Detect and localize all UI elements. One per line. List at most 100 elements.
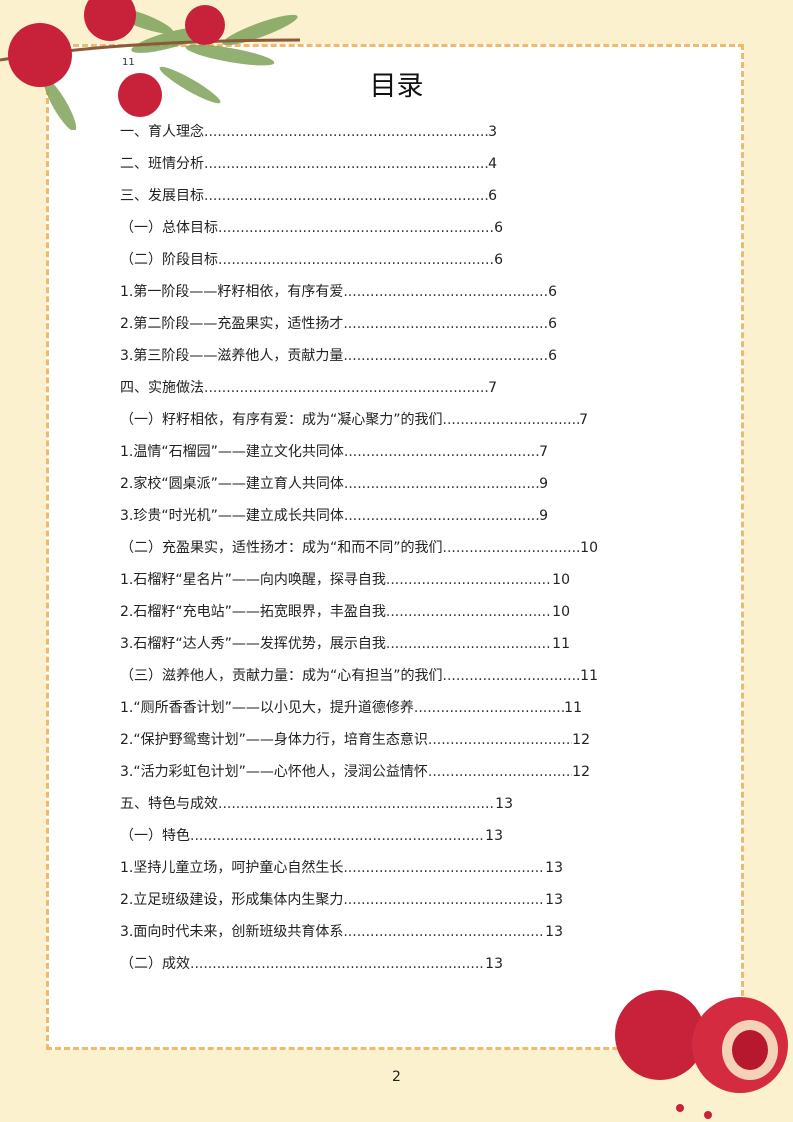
toc-entry-label: 1.石榴籽“星名片”——向内唤醒，探寻自我 xyxy=(120,572,386,588)
dot-leader: ........................................… xyxy=(343,476,539,492)
toc-entry-page: 13 xyxy=(495,796,513,812)
dot-leader: ........................................… xyxy=(204,380,488,396)
toc-entry[interactable]: 二、班情分析..................................… xyxy=(120,153,497,173)
dot-leader: ........................................… xyxy=(343,508,539,524)
toc-entry-label: 1.温情“石榴园”——建立文化共同体 xyxy=(120,444,344,460)
dot-leader: ........................................… xyxy=(385,636,552,652)
toc-entry[interactable]: （一）特色...................................… xyxy=(120,825,503,845)
toc-entry[interactable]: （二）阶段目标.................................… xyxy=(120,249,503,269)
toc-entry-page: 13 xyxy=(485,828,503,844)
toc-entry[interactable]: 四、实施做法..................................… xyxy=(120,377,497,397)
toc-entry[interactable]: 2.“保护野鸳鸯计划”——身体力行，培育生态意识................… xyxy=(120,729,590,749)
toc-entry[interactable]: 3.“活力彩虹包计划”——心怀他人，浸润公益情怀................… xyxy=(120,761,590,781)
dot-leader: ........................................… xyxy=(385,604,552,620)
corner-number: 11 xyxy=(122,57,135,68)
page-title: 目录 xyxy=(369,71,424,102)
toc-entry-page: 6 xyxy=(548,316,557,332)
dot-leader: ........................................… xyxy=(190,828,485,844)
toc-entry-label: 一、育人理念 xyxy=(120,124,204,140)
toc-entry[interactable]: （二）成效...................................… xyxy=(120,953,503,973)
toc-entry[interactable]: 1.第一阶段——籽籽相依，有序有爱.......................… xyxy=(120,281,557,301)
toc-entry[interactable]: 五、特色与成效.................................… xyxy=(120,793,513,813)
toc-entry-label: 2.家校“圆桌派”——建立育人共同体 xyxy=(120,476,344,492)
toc-entry-page: 6 xyxy=(548,284,557,300)
dot-leader: ........................................… xyxy=(204,124,488,140)
dot-leader: ........................................… xyxy=(190,956,485,972)
toc-entry-label: （二）阶段目标 xyxy=(120,252,218,268)
dot-leader: ........................................… xyxy=(218,252,494,268)
toc-entry[interactable]: 2.第二阶段——充盈果实，适性扬才.......................… xyxy=(120,313,557,333)
toc-entry-label: 2.石榴籽“充电站”——拓宽眼界，丰盈自我 xyxy=(120,604,386,620)
toc-entry[interactable]: 1.石榴籽“星名片”——向内唤醒，探寻自我...................… xyxy=(120,569,570,589)
toc-entry[interactable]: 2.家校“圆桌派”——建立育人共同体......................… xyxy=(120,473,548,493)
toc-entry-page: 11 xyxy=(580,668,598,684)
toc-entry-label: 五、特色与成效 xyxy=(120,796,218,812)
toc-entry-label: （二）充盈果实，适性扬才：成为“和而不同”的我们 xyxy=(120,540,443,556)
pomegranate-branch-decoration xyxy=(0,0,301,130)
toc-entry[interactable]: 1.“厕所香香计划”——以小见大，提升道德修养.................… xyxy=(120,697,582,717)
toc-entry[interactable]: 3.石榴籽“达人秀”——发挥优势，展示自我...................… xyxy=(120,633,570,653)
toc-entry-page: 3 xyxy=(488,124,497,140)
dot-leader: ........................................… xyxy=(204,188,488,204)
dot-leader: ........................................… xyxy=(413,700,565,716)
toc-entry-label: 3.“活力彩虹包计划”——心怀他人，浸润公益情怀 xyxy=(120,764,428,780)
dot-leader: ........................................… xyxy=(343,860,546,876)
toc-entry[interactable]: 1.坚持儿童立场，呵护童心自然生长.......................… xyxy=(120,857,563,877)
toc-entry-label: （二）成效 xyxy=(120,956,190,972)
toc-entry[interactable]: 一、育人理念..................................… xyxy=(120,121,497,141)
toc-entry-page: 11 xyxy=(552,636,570,652)
toc-entry[interactable]: 1.温情“石榴园”——建立文化共同体......................… xyxy=(120,441,548,461)
toc-entry-label: 三、发展目标 xyxy=(120,188,204,204)
dot-leader: ........................................… xyxy=(427,764,572,780)
toc-entry-page: 6 xyxy=(488,188,497,204)
toc-entry-page: 12 xyxy=(572,732,590,748)
toc-entry[interactable]: 三、发展目标..................................… xyxy=(120,185,497,205)
toc-entry-label: 2.第二阶段——充盈果实，适性扬才 xyxy=(120,316,344,332)
toc-entry-page: 9 xyxy=(539,476,548,492)
toc-entry-label: （一）特色 xyxy=(120,828,190,844)
toc-entry-page: 6 xyxy=(494,252,503,268)
toc-entry[interactable]: 3.面向时代未来，创新班级共育体系.......................… xyxy=(120,921,563,941)
toc-entry-page: 13 xyxy=(545,892,563,908)
toc-entry-label: 1.“厕所香香计划”——以小见大，提升道德修养 xyxy=(120,700,414,716)
toc-entry-page: 7 xyxy=(539,444,548,460)
toc-entry-label: 3.第三阶段——滋养他人，贡献力量 xyxy=(120,348,344,364)
toc-entry[interactable]: 2.立足班级建设，形成集体内生聚力.......................… xyxy=(120,889,563,909)
toc-entry[interactable]: 2.石榴籽“充电站”——拓宽眼界，丰盈自我...................… xyxy=(120,601,570,621)
dot-leader: ........................................… xyxy=(218,796,495,812)
toc-entry[interactable]: 3.珍贵“时光机”——建立成长共同体......................… xyxy=(120,505,548,525)
toc-entry-label: 3.石榴籽“达人秀”——发挥优势，展示自我 xyxy=(120,636,386,652)
dot-leader: ........................................… xyxy=(343,924,546,940)
toc-entry-label: 1.第一阶段——籽籽相依，有序有爱 xyxy=(120,284,344,300)
toc-entry-page: 4 xyxy=(488,156,497,172)
toc-entry-page: 13 xyxy=(545,924,563,940)
toc-entry-label: 四、实施做法 xyxy=(120,380,204,396)
page-frame xyxy=(46,44,744,1050)
dot-leader: ........................................… xyxy=(343,444,539,460)
dot-leader: ........................................… xyxy=(204,156,488,172)
dot-leader: ........................................… xyxy=(442,540,581,556)
toc-entry-label: 1.坚持儿童立场，呵护童心自然生长 xyxy=(120,860,344,876)
toc-entry[interactable]: （三）滋养他人，贡献力量：成为“心有担当”的我们................… xyxy=(120,665,598,685)
toc-entry[interactable]: （一）籽籽相依，有序有爱：成为“凝心聚力”的我们................… xyxy=(120,409,588,429)
toc-entry[interactable]: （一）总体目标.................................… xyxy=(120,217,503,237)
toc-entry-page: 9 xyxy=(539,508,548,524)
dot-leader: ........................................… xyxy=(427,732,572,748)
toc-entry-page: 11 xyxy=(564,700,582,716)
pomegranate-fruit-decoration xyxy=(615,990,788,1119)
toc-entry[interactable]: 3.第三阶段——滋养他人，贡献力量.......................… xyxy=(120,345,557,365)
toc-entry-page: 10 xyxy=(552,604,570,620)
toc-entry-label: 2.立足班级建设，形成集体内生聚力 xyxy=(120,892,344,908)
dot-leader: ........................................… xyxy=(343,348,549,364)
toc-entry[interactable]: （二）充盈果实，适性扬才：成为“和而不同”的我们................… xyxy=(120,537,598,557)
dot-leader: ........................................… xyxy=(218,220,494,236)
toc-entry-page: 10 xyxy=(580,540,598,556)
toc-entry-page: 6 xyxy=(548,348,557,364)
toc-entry-label: 3.面向时代未来，创新班级共育体系 xyxy=(120,924,344,940)
toc-entry-page: 7 xyxy=(579,412,588,428)
dot-leader: ........................................… xyxy=(343,284,549,300)
dot-leader: ........................................… xyxy=(385,572,552,588)
toc-entry-label: （一）总体目标 xyxy=(120,220,218,236)
toc-entry-label: 二、班情分析 xyxy=(120,156,204,172)
toc-entry-page: 10 xyxy=(552,572,570,588)
